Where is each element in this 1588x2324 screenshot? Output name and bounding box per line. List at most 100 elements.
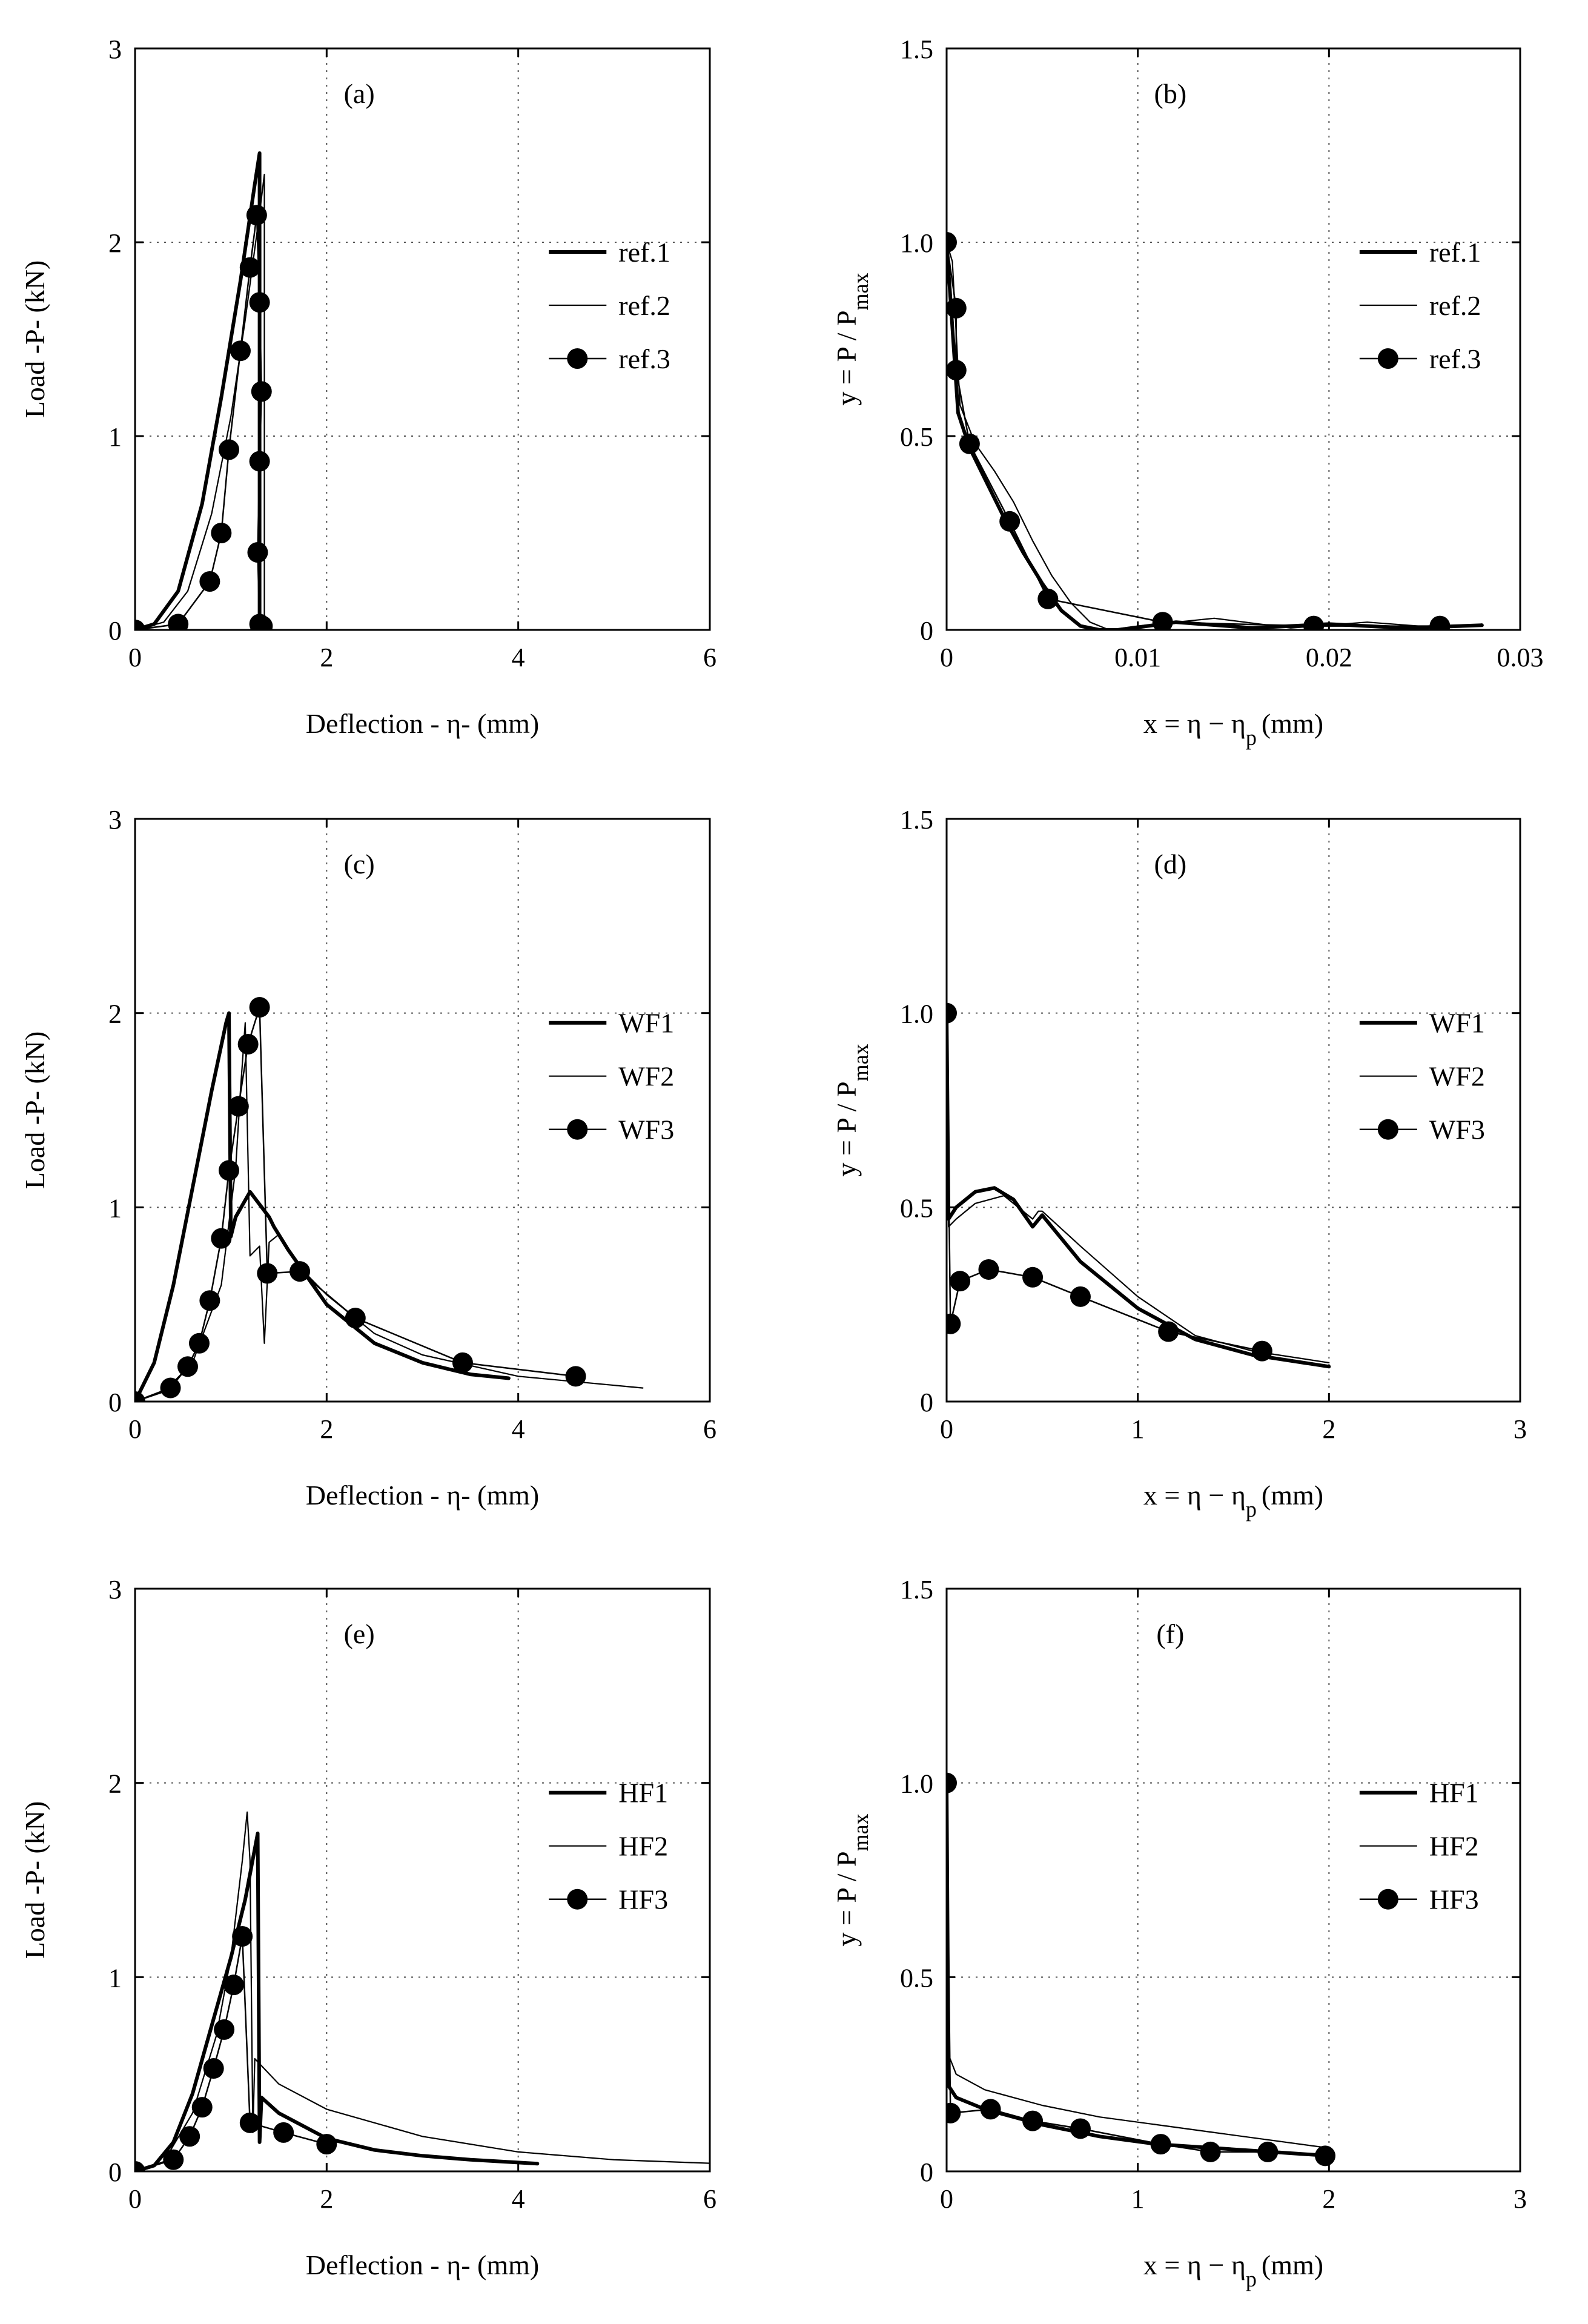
- data-point-ref.3: [168, 614, 189, 630]
- data-point-ref.3: [219, 439, 240, 460]
- x-tick-label: 1: [1131, 2184, 1145, 2214]
- x-axis-label-main: Deflection - η- (mm): [306, 1480, 540, 1511]
- series-line-HF1: [135, 1832, 540, 2171]
- x-tick-label: 0: [128, 1414, 142, 1444]
- data-point-WF3: [345, 1308, 366, 1329]
- x-axis-label: Deflection - η- (mm): [306, 1480, 540, 1511]
- data-point-ref.3: [947, 232, 957, 253]
- data-point-WF3: [188, 1332, 210, 1354]
- data-point-ref.3: [1429, 615, 1451, 630]
- y-axis-label: y = P / Pmax: [831, 1044, 873, 1176]
- data-point-ref.3: [252, 615, 273, 630]
- data-point-WF3: [978, 1259, 999, 1280]
- y-tick-label: 3: [108, 1575, 122, 1604]
- x-axis-label-unit: (mm): [1262, 1480, 1323, 1511]
- chart-panel-a: 0 2 4 6 0 1 2 3 (a) Deflection - η- (mm) Load -P- …: [19, 35, 716, 739]
- data-point-ref.3: [239, 257, 260, 278]
- x-tick-label: 2: [320, 2184, 333, 2214]
- series-line-WF1: [135, 1011, 511, 1402]
- legend-marker-HF3: [567, 1889, 588, 1910]
- x-axis-label: Deflection - η- (mm): [306, 2250, 540, 2280]
- x-axis-label-main: x = η − η: [1143, 1480, 1246, 1511]
- x-tick-label: 4: [512, 2184, 525, 2214]
- plot-frame: [134, 818, 711, 1403]
- panel-label: (d): [1154, 849, 1187, 879]
- data-point-HF3: [1150, 2134, 1171, 2155]
- x-tick-label: 1: [1131, 1414, 1145, 1444]
- y-axis-label-subscript: max: [849, 273, 873, 310]
- chart-panel-d: 0 1 2 3 0 0.5 1.0 1.5 (d) x = η − ηp (mm) y = P / P…: [831, 805, 1527, 1521]
- chart-panel-e: 0 2 4 6 0 1 2 3 (e) Deflection - η- (mm) Load -P- …: [19, 1575, 716, 2280]
- legend-marker-HF3: [1377, 1889, 1398, 1910]
- data-point-HF3: [316, 2134, 337, 2155]
- data-point-HF3: [223, 1975, 244, 1996]
- y-tick-label: 2: [108, 228, 122, 258]
- plot-frame: [945, 1587, 1521, 2173]
- series-line-WF2: [135, 1022, 644, 1402]
- y-axis-label-main: y = P / P: [831, 1851, 862, 1946]
- data-point-ref.3: [135, 620, 145, 630]
- y-tick-label: 3: [108, 805, 122, 835]
- data-point-ref.3: [959, 433, 980, 454]
- legend-label-WF3: WF3: [618, 1114, 674, 1145]
- y-axis-label-main: Load -P- (kN): [19, 1801, 50, 1959]
- data-point-ref.3: [947, 360, 967, 381]
- legend-label-ref.2: ref.2: [618, 290, 670, 321]
- y-tick-label: 0: [108, 616, 122, 646]
- data-point-HF3: [191, 2097, 213, 2118]
- y-tick-label: 0: [108, 2157, 122, 2187]
- y-tick-label: 0: [108, 1388, 122, 1417]
- legend-label-HF2: HF2: [1429, 1831, 1479, 1862]
- plot-frame: [134, 1587, 711, 2173]
- chart-panel-c: 0 2 4 6 0 1 2 3 (c) Deflection - η- (mm) Load -P- …: [19, 805, 716, 1511]
- y-tick-label: 0.5: [900, 422, 933, 452]
- data-point-WF3: [211, 1228, 232, 1249]
- x-tick-label: 0.02: [1306, 643, 1352, 672]
- x-tick-label: 4: [512, 1414, 525, 1444]
- data-point-ref.3: [211, 523, 232, 543]
- panel-label: (b): [1154, 78, 1187, 109]
- data-point-WF3: [565, 1366, 586, 1387]
- x-tick-label: 6: [703, 1414, 716, 1444]
- series-line-ref.3: [135, 214, 263, 630]
- y-tick-label: 0: [920, 616, 933, 646]
- legend-label-WF2: WF2: [1429, 1061, 1485, 1092]
- data-point-WF3: [452, 1352, 473, 1373]
- data-point-WF3: [1251, 1340, 1272, 1362]
- x-tick-label: 0.03: [1497, 643, 1544, 672]
- y-axis-label: Load -P- (kN): [19, 1801, 50, 1959]
- legend-marker-WF3: [567, 1119, 588, 1140]
- y-tick-label: 1: [108, 1193, 122, 1223]
- y-axis-label: Load -P- (kN): [19, 260, 50, 419]
- data-point-HF3: [1022, 2110, 1044, 2131]
- data-point-HF3: [214, 2019, 235, 2040]
- legend-marker-ref.3: [567, 348, 588, 369]
- data-point-ref.3: [947, 297, 967, 319]
- plot-area: [135, 997, 644, 1402]
- legend-label-ref.3: ref.3: [618, 343, 670, 374]
- y-axis-label: y = P / Pmax: [831, 273, 873, 405]
- plot-area: [135, 1811, 710, 2171]
- x-tick-label: 2: [320, 1414, 333, 1444]
- data-point-HF3: [232, 1925, 253, 1947]
- x-tick-label: 2: [1322, 2184, 1335, 2214]
- legend-label-ref.1: ref.1: [618, 237, 670, 268]
- y-tick-label: 2: [108, 1769, 122, 1799]
- y-tick-label: 1: [108, 1963, 122, 1993]
- legend-label-ref.2: ref.2: [1429, 290, 1481, 321]
- data-point-HF3: [135, 2161, 145, 2171]
- legend-label-HF3: HF3: [1429, 1884, 1479, 1915]
- data-point-HF3: [163, 2149, 184, 2170]
- y-tick-label: 1: [108, 422, 122, 452]
- y-tick-label: 1.5: [900, 805, 933, 835]
- x-axis-label-main: x = η − η: [1143, 2250, 1246, 2280]
- y-tick-label: 1.0: [900, 228, 933, 258]
- x-tick-label: 0: [128, 2184, 142, 2214]
- data-point-ref.3: [251, 381, 272, 402]
- data-point-ref.3: [247, 542, 268, 563]
- y-axis-label-main: y = P / P: [831, 1081, 862, 1176]
- panel-label: (a): [344, 78, 375, 109]
- data-point-HF3: [947, 1772, 957, 1793]
- series-line-ref.2: [135, 173, 265, 630]
- data-point-HF3: [1070, 2118, 1091, 2139]
